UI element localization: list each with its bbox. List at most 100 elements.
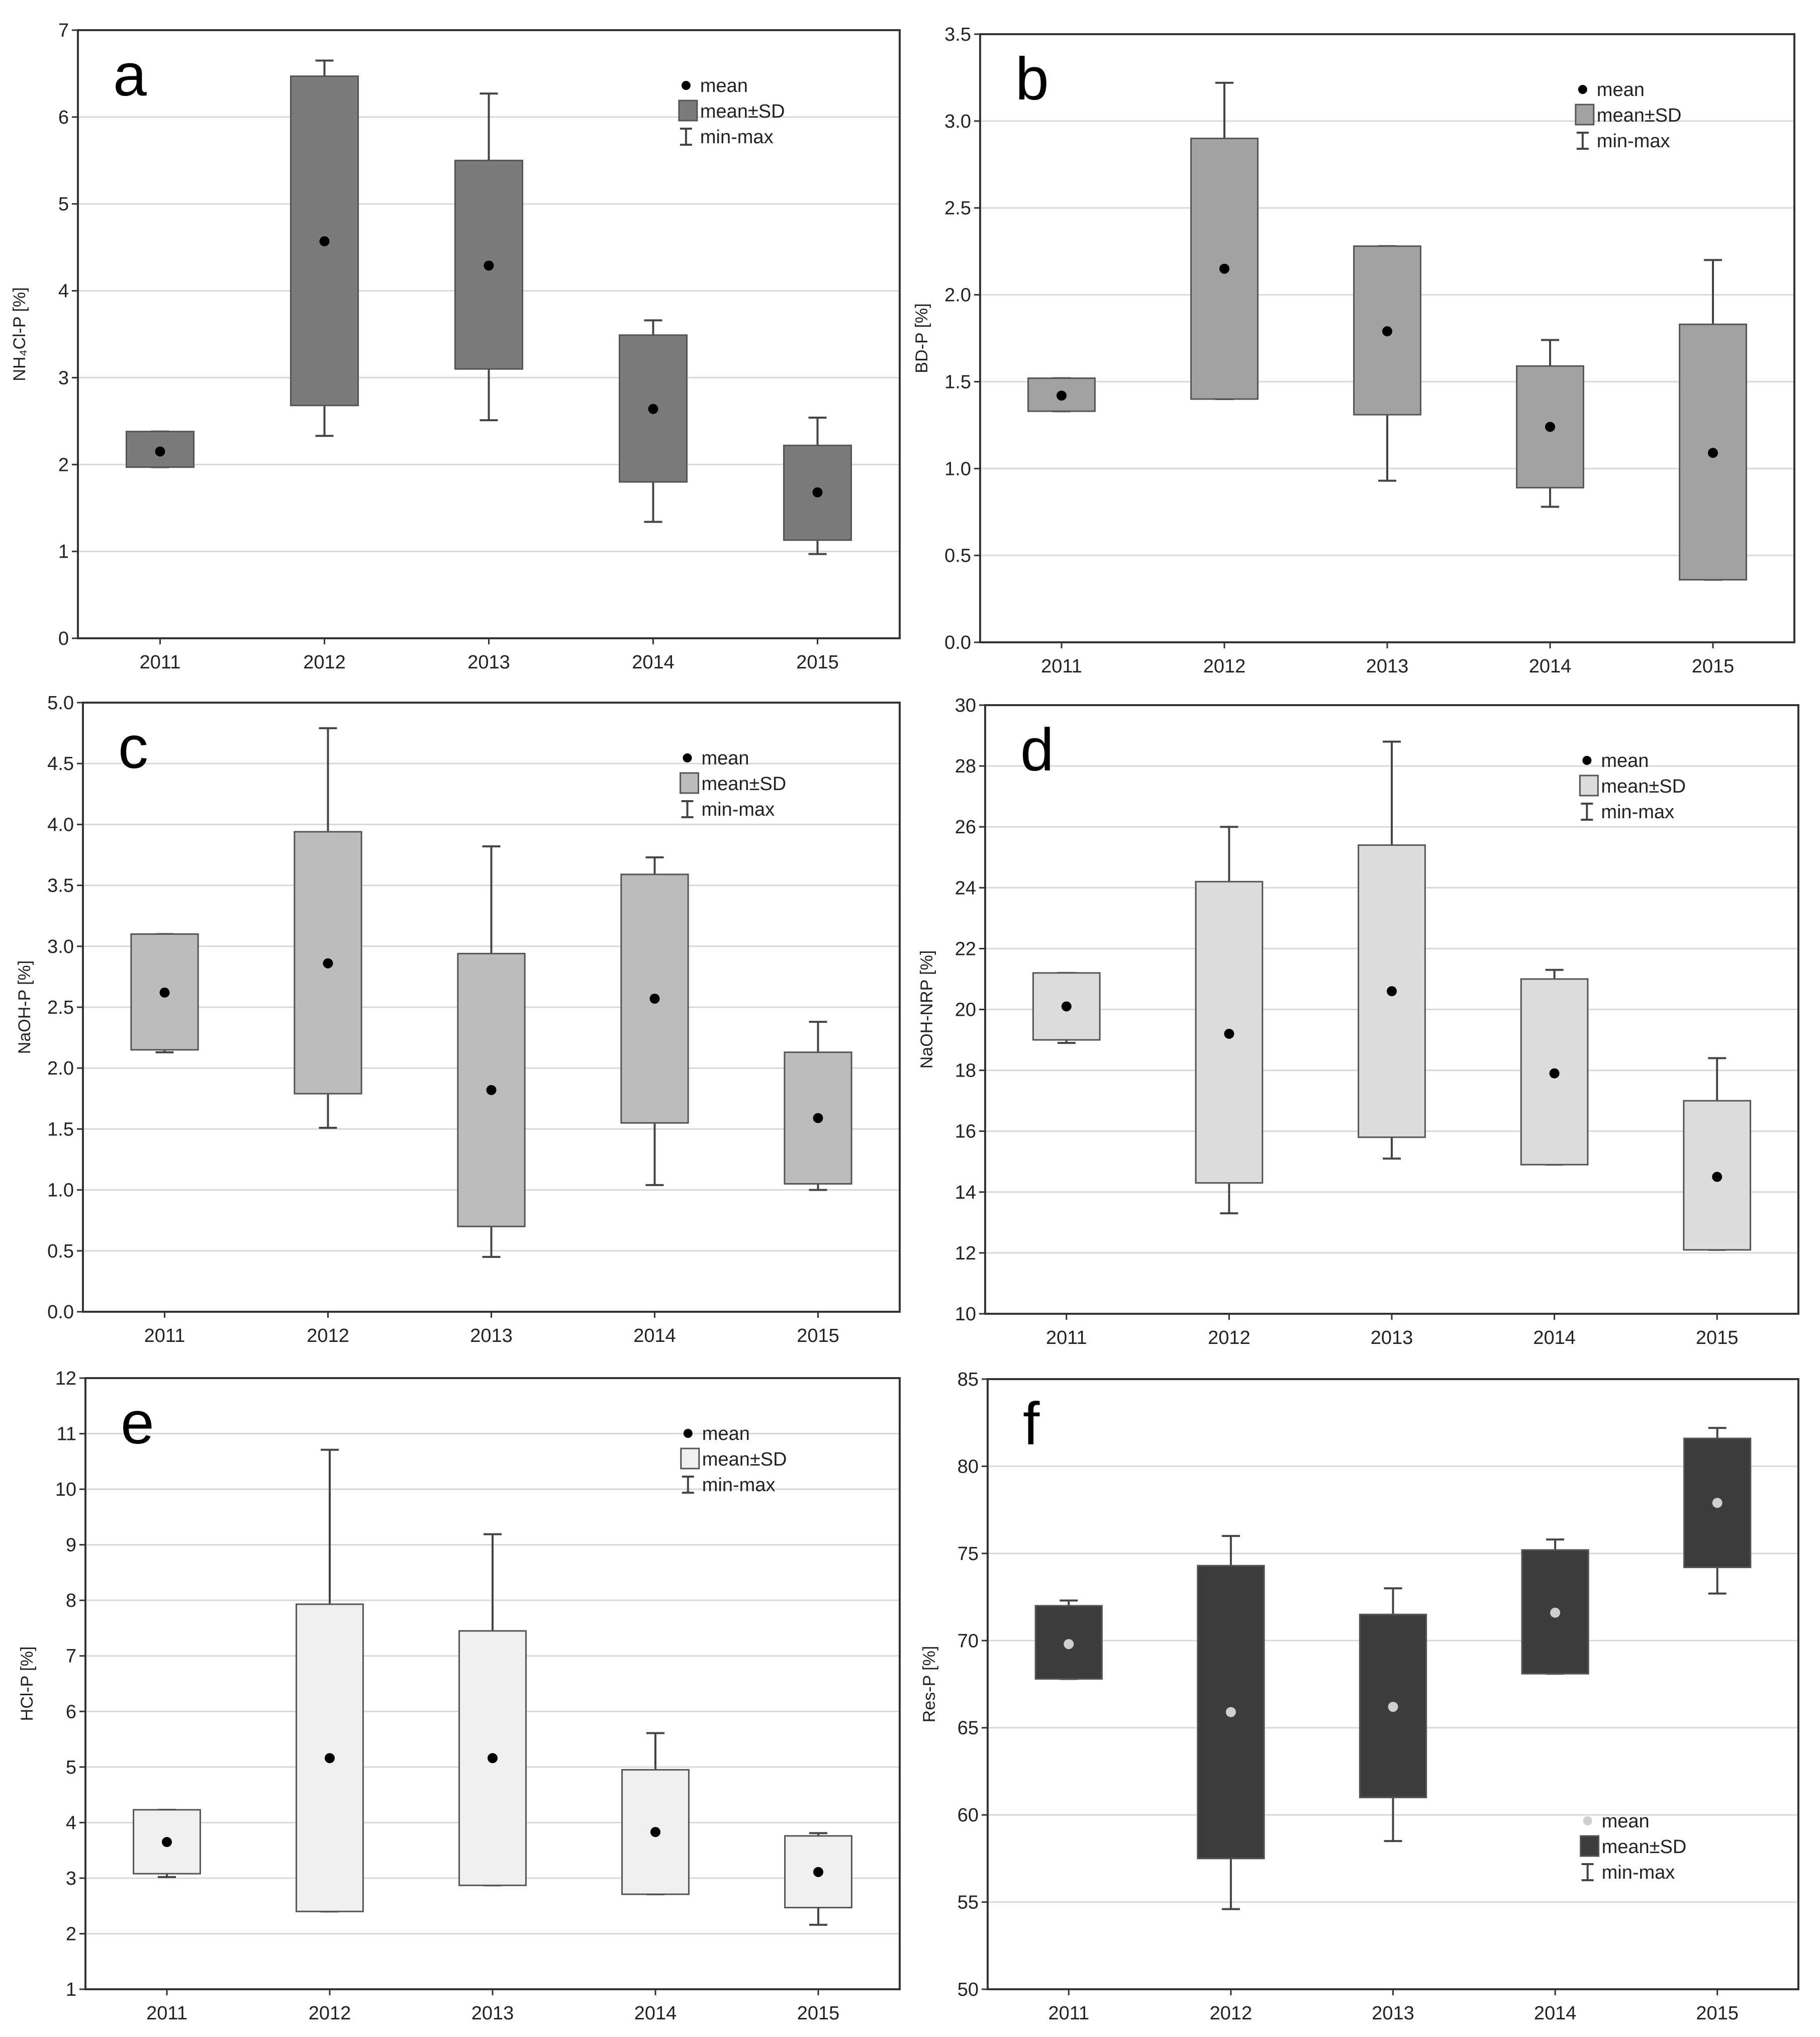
legend-sd-swatch [680, 1447, 700, 1470]
y-tick-label: 5 [58, 194, 69, 215]
mean-point-2013 [484, 260, 494, 271]
mean-point-2015 [1712, 1498, 1722, 1508]
panel-letter: b [1015, 45, 1049, 113]
y-tick-label: 3.0 [47, 936, 74, 957]
mean-point-2013 [488, 1753, 498, 1764]
y-axis-label: NaOH-NRP [%] [917, 950, 936, 1069]
y-tick-label: 2.0 [944, 285, 971, 306]
legend-sd-label: mean±SD [702, 773, 787, 795]
y-tick-label: 28 [955, 756, 976, 777]
y-tick-label: 3.5 [944, 24, 971, 45]
plot-frame [987, 1378, 1799, 1990]
y-tick-label: 5 [66, 1757, 76, 1778]
legend-mean-label: mean [700, 75, 748, 96]
mean-point-2014 [648, 404, 658, 414]
y-axis-label: NaOH-P [%] [15, 960, 34, 1054]
legend: mean mean±SD min-max [1579, 750, 1686, 823]
y-axis-label: NH₄Cl-P [%] [10, 287, 29, 381]
mean-point-2012 [1225, 1707, 1236, 1717]
y-axis-label: Res-P [%] [920, 1646, 939, 1722]
mean-point-2011 [162, 1837, 172, 1848]
y-tick-label: 1 [58, 541, 69, 562]
y-tick-label: 7 [66, 1646, 76, 1667]
legend-sd-swatch [1575, 104, 1595, 126]
sd-box-2013 [457, 952, 526, 1227]
sd-box-2015 [784, 1051, 852, 1185]
x-tick-label: 2015 [797, 2003, 840, 2024]
x-tick-label: 2011 [140, 652, 181, 673]
y-tick-label: 14 [955, 1182, 976, 1203]
y-tick-label: 10 [955, 1304, 976, 1325]
legend: mean mean±SD min-max [680, 748, 787, 820]
plot-frame [82, 702, 901, 1313]
y-tick-label: 6 [58, 107, 69, 128]
mean-point-2014 [1550, 1607, 1561, 1618]
x-tick-label: 2014 [1533, 1327, 1576, 1348]
y-tick-label: 1.5 [47, 1119, 74, 1140]
mean-point-2015 [1708, 448, 1718, 458]
y-tick-label: 2.5 [47, 997, 74, 1018]
x-tick-label: 2011 [144, 1325, 185, 1346]
y-tick-label: 85 [957, 1369, 979, 1390]
y-tick-label: 10 [55, 1479, 76, 1500]
panel-letter: d [1020, 716, 1054, 784]
y-tick-label: 70 [957, 1630, 979, 1652]
legend-mean-marker [683, 1429, 693, 1438]
panel-letter: e [121, 1389, 154, 1457]
y-tick-label: 60 [957, 1805, 979, 1826]
mean-point-2015 [813, 1113, 823, 1123]
y-tick-label: 0.0 [944, 632, 971, 653]
mean-point-2014 [650, 1827, 660, 1837]
y-tick-label: 3.5 [47, 876, 74, 897]
sd-box-2011 [130, 933, 199, 1051]
legend-mean-label: mean [702, 1423, 750, 1444]
legend-mean-marker [1583, 1816, 1592, 1825]
legend-mean-marker [1582, 756, 1592, 765]
y-tick-label: 0 [58, 628, 69, 649]
legend-range-label: min-max [1602, 1862, 1675, 1883]
legend-mean-marker [681, 81, 691, 90]
y-tick-label: 7 [58, 20, 69, 41]
y-tick-label: 1 [66, 1979, 76, 2000]
mean-point-2012 [319, 236, 330, 247]
x-tick-label: 2015 [797, 1325, 839, 1346]
mean-point-2015 [812, 487, 823, 498]
plot-frame [77, 29, 901, 639]
y-tick-label: 4.5 [47, 753, 74, 774]
panel-f: 50 55 60 65 70 75 80 85 2011 2012 2013 2014 2015 Res-… [920, 1369, 1799, 2024]
mean-point-2013 [1387, 986, 1397, 997]
x-tick-label: 2014 [633, 1325, 676, 1346]
legend-range-label: min-max [1597, 131, 1670, 152]
y-tick-label: 65 [957, 1718, 979, 1739]
y-tick-label: 18 [955, 1060, 976, 1082]
mean-point-2012 [1224, 1028, 1234, 1039]
x-tick-label: 2012 [303, 652, 346, 673]
y-axis-label: BD-P [%] [912, 303, 931, 373]
y-tick-label: 11 [57, 1424, 76, 1445]
x-tick-label: 2013 [467, 652, 510, 673]
x-tick-label: 2013 [1366, 656, 1409, 677]
legend-mean-label: mean [1597, 79, 1645, 101]
panel-letter: a [113, 41, 147, 109]
mean-point-2014 [1549, 1068, 1560, 1079]
x-tick-label: 2014 [632, 652, 675, 673]
mean-point-2012 [323, 958, 333, 968]
mean-point-2011 [1057, 391, 1067, 401]
y-tick-label: 0.0 [47, 1302, 74, 1323]
y-tick-label: 1.0 [944, 458, 971, 479]
y-tick-label: 5.0 [47, 693, 74, 714]
x-tick-label: 2014 [634, 2003, 677, 2024]
y-tick-label: 20 [955, 1000, 976, 1021]
x-tick-label: 2012 [309, 2003, 351, 2024]
panel-letter: c [118, 714, 148, 781]
y-tick-label: 4 [66, 1812, 76, 1833]
legend-mean-label: mean [1602, 1811, 1650, 1832]
mean-point-2013 [486, 1085, 497, 1095]
mean-point-2015 [813, 1867, 823, 1877]
legend-sd-swatch [680, 772, 699, 794]
x-tick-label: 2015 [1696, 1327, 1739, 1348]
y-tick-label: 75 [957, 1543, 979, 1565]
mean-point-2011 [155, 446, 165, 457]
mean-point-2013 [1388, 1702, 1398, 1712]
